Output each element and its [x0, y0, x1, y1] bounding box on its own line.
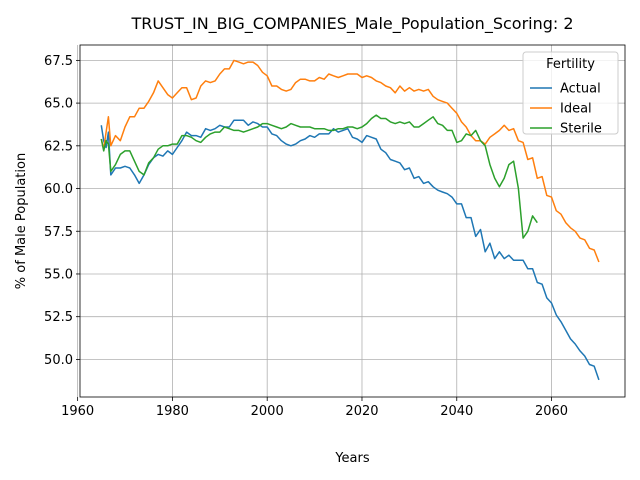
legend-label-sterile: Sterile — [560, 122, 602, 137]
y-tick-label: 50.0 — [44, 353, 73, 368]
y-tick-label: 57.5 — [44, 225, 73, 240]
x-tick-label: 2000 — [251, 404, 284, 419]
y-tick-label: 60.0 — [44, 182, 73, 197]
series-lines — [100, 59, 600, 381]
y-axis-label: % of Male Population — [14, 153, 29, 289]
y-axis-ticks: 50.0 52.5 55.0 57.5 60.0 62.5 65.0 67.5 — [44, 54, 80, 368]
legend-label-actual: Actual — [560, 82, 601, 97]
series-line-sterile — [100, 114, 538, 239]
x-tick-label: 2020 — [345, 404, 378, 419]
y-tick-label: 65.0 — [44, 97, 73, 112]
y-tick-label: 52.5 — [44, 310, 73, 325]
series-line-actual — [100, 119, 600, 381]
series-line-ideal — [100, 59, 600, 263]
legend-box — [522, 51, 619, 135]
legend-title: Fertility — [546, 57, 595, 72]
legend-label-ideal: Ideal — [560, 102, 592, 117]
y-tick-label: 67.5 — [44, 54, 73, 69]
chart-title: TRUST_IN_BIG_COMPANIES_Male_Population_S… — [130, 14, 573, 34]
x-tick-label: 1960 — [61, 404, 94, 419]
x-tick-label: 2060 — [535, 404, 568, 419]
legend-items: Actual Ideal Sterile — [530, 82, 602, 137]
legend: Fertility Actual Ideal Sterile — [522, 51, 619, 137]
x-axis-ticks: 1960 1980 2000 2020 2040 2060 — [61, 397, 568, 419]
y-tick-label: 62.5 — [44, 139, 73, 154]
x-tick-label: 1980 — [156, 404, 189, 419]
plot-frame — [79, 44, 626, 398]
x-axis-label: Years — [334, 451, 370, 466]
grid — [77, 45, 625, 397]
x-tick-label: 2040 — [440, 404, 473, 419]
y-tick-label: 55.0 — [44, 267, 73, 282]
